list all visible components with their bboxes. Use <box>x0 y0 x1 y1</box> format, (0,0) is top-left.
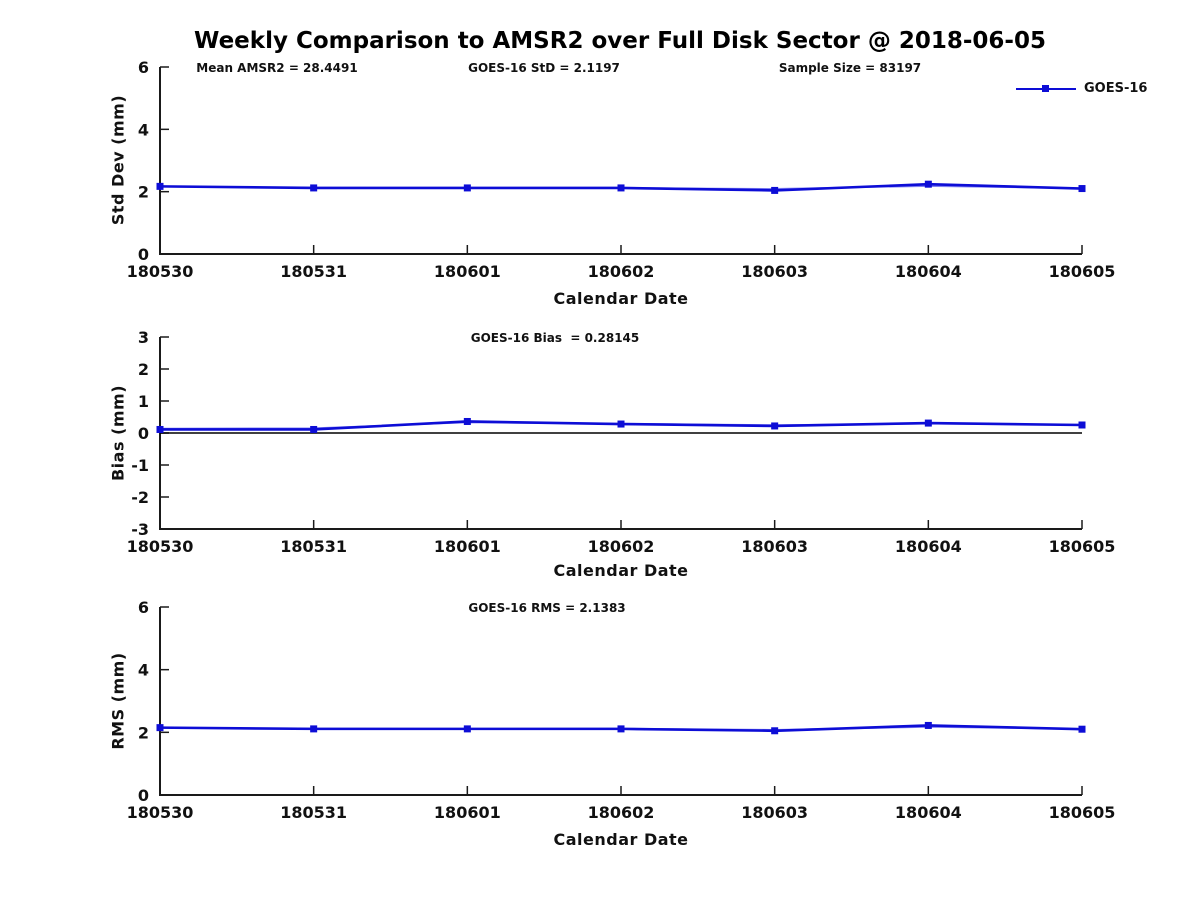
y-tick-label: -2 <box>131 488 149 507</box>
y-tick-label: -1 <box>131 456 149 475</box>
x-tick-label: 180531 <box>280 803 347 822</box>
x-tick-label: 180602 <box>588 803 655 822</box>
page-title: Weekly Comparison to AMSR2 over Full Dis… <box>194 28 1046 54</box>
x-axis-label-1: Calendar Date <box>553 289 689 308</box>
data-point-marker <box>1078 725 1086 733</box>
data-point-marker <box>310 184 318 192</box>
y-tick-label: 6 <box>138 58 149 77</box>
y-tick-label: 0 <box>138 245 149 264</box>
x-tick-label: 180530 <box>127 537 194 556</box>
y-tick-label: 0 <box>138 786 149 805</box>
x-tick-label: 180530 <box>127 262 194 281</box>
x-axis-label-2: Calendar Date <box>553 561 689 580</box>
data-point-marker <box>156 425 164 433</box>
x-tick-label: 180531 <box>280 537 347 556</box>
legend: GOES-16 <box>1016 81 1147 96</box>
x-tick-label: 180603 <box>741 537 808 556</box>
x-tick-label: 180605 <box>1049 803 1116 822</box>
y-tick-label: 2 <box>138 360 149 379</box>
annotation-goes16-bias: GOES-16 Bias = 0.28145 <box>470 331 640 345</box>
data-point-marker <box>1078 421 1086 429</box>
subplot-std-dev-mm: 0 2 4 6 180530 180531 180601 180602 180603 180604… <box>127 58 1116 281</box>
data-point-marker <box>617 725 625 733</box>
data-point-marker <box>156 724 164 732</box>
y-tick-label: 3 <box>138 328 149 347</box>
data-point-marker <box>310 725 318 733</box>
x-tick-label: 180604 <box>895 537 962 556</box>
y-tick-label: 2 <box>138 183 149 202</box>
y-tick-label: 6 <box>138 598 149 617</box>
data-point-marker <box>617 184 625 192</box>
x-tick-label: 180603 <box>741 262 808 281</box>
data-point-marker <box>617 420 625 428</box>
annotation-goes16-std: GOES-16 StD = 2.1197 <box>468 61 620 75</box>
x-tick-label: 180604 <box>895 803 962 822</box>
y-tick-label: 1 <box>138 392 149 411</box>
y-tick-label: 2 <box>138 723 149 742</box>
x-tick-label: 180601 <box>434 262 501 281</box>
data-point-marker <box>924 721 932 729</box>
data-point-marker <box>463 725 471 733</box>
x-tick-label: 180531 <box>280 262 347 281</box>
y-tick-label: 0 <box>138 424 149 443</box>
data-point-marker <box>924 419 932 427</box>
x-tick-label: 180603 <box>741 803 808 822</box>
data-point-marker <box>1078 185 1086 193</box>
data-point-marker <box>463 184 471 192</box>
x-tick-label: 180605 <box>1049 262 1116 281</box>
subplot-rms-mm: 0 2 4 6 180530 180531 180601 180602 180603 180604… <box>127 598 1116 822</box>
x-tick-label: 180601 <box>434 537 501 556</box>
annotation-mean-amsr2: Mean AMSR2 = 28.4491 <box>196 61 358 75</box>
x-tick-label: 180605 <box>1049 537 1116 556</box>
data-point-marker <box>771 422 779 430</box>
x-tick-label: 180601 <box>434 803 501 822</box>
data-point-marker <box>771 186 779 194</box>
y-tick-label: 4 <box>138 120 149 139</box>
data-point-marker <box>463 417 471 425</box>
data-point-marker <box>310 425 318 433</box>
annotation-goes16-rms: GOES-16 RMS = 2.1383 <box>468 601 626 615</box>
x-tick-label: 180530 <box>127 803 194 822</box>
x-tick-label: 180602 <box>588 262 655 281</box>
y-tick-label: 4 <box>138 661 149 680</box>
data-point-marker <box>156 182 164 190</box>
annotation-sample-size: Sample Size = 83197 <box>778 61 922 75</box>
legend-square-marker-icon <box>1042 85 1049 92</box>
subplot-bias-mm: -3 -2 -1 0 1 2 3 180530 180531 180601 180602 180603… <box>127 328 1116 556</box>
data-point-marker <box>924 180 932 188</box>
legend-label: GOES-16 <box>1084 81 1148 96</box>
x-axis-label-3: Calendar Date <box>553 830 689 849</box>
data-point-marker <box>771 727 779 735</box>
legend-line-sample <box>1016 85 1076 92</box>
x-tick-label: 180602 <box>588 537 655 556</box>
x-tick-label: 180604 <box>895 262 962 281</box>
y-tick-label: -3 <box>131 520 149 539</box>
